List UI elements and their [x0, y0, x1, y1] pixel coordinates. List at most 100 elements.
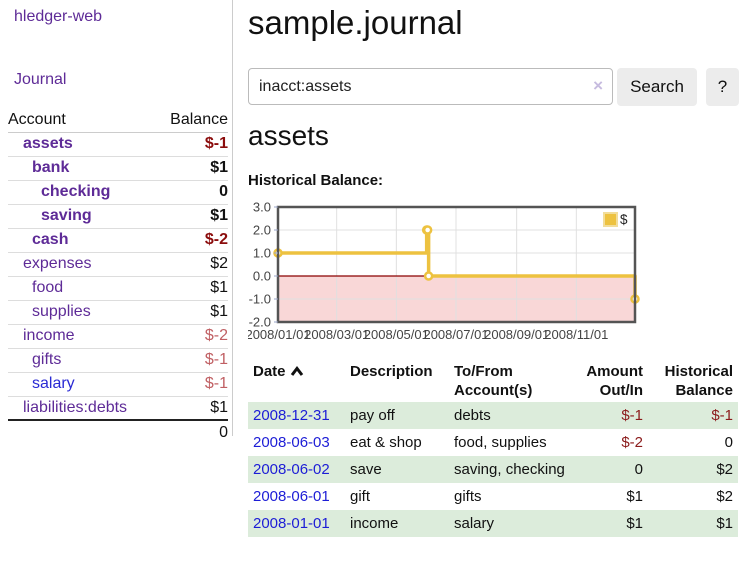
y-tick-label: -2.0	[249, 315, 271, 330]
register-accounts: saving, checking	[454, 461, 565, 478]
register-balance: $2	[716, 488, 733, 505]
register-header-row: Date Description To/From Account(s) Amou…	[248, 360, 738, 402]
register-header-accounts: To/From Account(s)	[454, 363, 533, 399]
register-date-link[interactable]: 2008-12-31	[253, 407, 330, 424]
y-tick-label: 2.0	[253, 223, 271, 238]
register-date-link[interactable]: 2008-01-01	[253, 515, 330, 532]
sidebar-item-saving[interactable]: saving	[41, 207, 92, 224]
sidebar-item-gifts[interactable]: gifts	[32, 351, 62, 368]
x-tick-label: 2008/11/01	[544, 327, 608, 342]
register-description: gift	[350, 488, 371, 505]
register-header-balance: Historical Balance	[664, 363, 733, 399]
account-row: salary $-1	[8, 372, 228, 397]
account-row: supplies $1	[8, 300, 228, 325]
register-amount: $1	[626, 515, 643, 532]
account-row: expenses $2	[8, 252, 228, 277]
sidebar: hledger-web Journal Account Balance asse…	[0, 0, 233, 444]
total-row: 0	[8, 419, 228, 444]
sidebar-item-food[interactable]: food	[32, 279, 64, 296]
sidebar-item-assets[interactable]: assets	[23, 135, 73, 152]
sidebar-item-income[interactable]: income	[23, 327, 75, 344]
accounts-header-account: Account	[8, 108, 157, 133]
register-header-description: Description	[350, 363, 433, 380]
accounts-table: Account Balance assets $-1 bank $1 checking 0…	[8, 108, 228, 444]
register-accounts: salary	[454, 515, 495, 532]
register-accounts: debts	[454, 407, 491, 424]
register-amount: $-1	[621, 407, 643, 424]
register-description: eat & shop	[350, 434, 422, 451]
accounts-header-row: Account Balance	[8, 108, 228, 133]
sidebar-item-bank[interactable]: bank	[32, 159, 70, 176]
account-row: liabilities:debts $1	[8, 396, 228, 421]
table-row: 2008-06-03 eat & shop food, supplies $-2 0	[248, 429, 738, 456]
sidebar-item-cash[interactable]: cash	[32, 231, 69, 248]
data-point	[423, 271, 434, 281]
x-tick-label: 2008/01/01	[248, 327, 311, 342]
sidebar-item-salary[interactable]: salary	[32, 375, 75, 392]
balance-chart: 3.0 2.0 1.0 0.0 -1.0 -2.0 2008/01/01 2008/03/01…	[245, 196, 742, 346]
register-date-link[interactable]: 2008-06-02	[253, 461, 330, 478]
account-row: saving $1	[8, 204, 228, 229]
register-amount: 0	[634, 461, 643, 478]
register-date-link[interactable]: 2008-06-01	[253, 488, 330, 505]
clear-search-icon[interactable]: ×	[593, 76, 603, 95]
account-row: checking 0	[8, 180, 228, 205]
balance-value: $2	[156, 252, 228, 277]
register-balance: 0	[724, 434, 733, 451]
sidebar-item-journal[interactable]: Journal	[14, 71, 67, 88]
table-row: 2008-06-02 save saving, checking 0 $2	[248, 456, 738, 483]
x-tick-label: 2008/03/01	[304, 327, 369, 342]
balance-value: 0	[156, 180, 228, 205]
balance-value: $-2	[156, 228, 228, 253]
register-balance: $-1	[711, 407, 733, 424]
register-header-amount: Amount Out/In	[586, 363, 643, 399]
account-row: gifts $-1	[8, 348, 228, 373]
sidebar-item-liabilities-debts[interactable]: liabilities:debts	[23, 398, 128, 416]
brand-link[interactable]: hledger-web	[14, 8, 103, 25]
register-table: Date Description To/From Account(s) Amou…	[248, 360, 738, 537]
total-balance: 0	[8, 419, 228, 444]
register-accounts: gifts	[454, 488, 482, 505]
account-row: bank $1	[8, 156, 228, 181]
account-row: food $1	[8, 276, 228, 301]
data-point	[422, 225, 433, 235]
balance-value: $1	[156, 204, 228, 229]
search-input[interactable]	[248, 68, 613, 105]
register-description: save	[350, 461, 382, 478]
y-tick-label: 1.0	[253, 246, 271, 261]
register-description: income	[350, 515, 399, 532]
page-title: sample.journal	[248, 4, 463, 41]
balance-chart-svg: 3.0 2.0 1.0 0.0 -1.0 -2.02008/01/012008/03/01…	[245, 200, 640, 342]
register-accounts: food, supplies	[454, 434, 547, 451]
x-tick-label: 2008/07/01	[423, 327, 488, 342]
register-amount: $-2	[621, 434, 643, 451]
legend-swatch	[603, 212, 618, 227]
sidebar-item-supplies[interactable]: supplies	[32, 303, 91, 320]
balance-value: $-1	[156, 132, 228, 157]
accounts-header-balance: Balance	[156, 108, 228, 133]
account-row: cash $-2	[8, 228, 228, 253]
search-field-wrap: ×	[248, 68, 613, 106]
chart-title: Historical Balance:	[248, 172, 384, 189]
x-tick-label: 2008/05/01	[364, 327, 429, 342]
account-row: income $-2	[8, 324, 228, 349]
plot-border	[276, 205, 637, 324]
sidebar-item-expenses[interactable]: expenses	[23, 255, 92, 272]
sort-asc-icon	[290, 366, 303, 376]
balance-value: $-1	[156, 348, 228, 373]
search-button[interactable]: Search	[617, 68, 697, 106]
help-button[interactable]: ?	[706, 68, 739, 106]
sidebar-item-checking[interactable]: checking	[41, 183, 111, 200]
register-balance: $2	[716, 461, 733, 478]
legend-label: $	[620, 212, 628, 227]
balance-value: $1	[156, 156, 228, 181]
table-row: 2008-06-01 gift gifts $1 $2	[248, 483, 738, 510]
register-description: pay off	[350, 407, 395, 424]
account-title: assets	[248, 120, 329, 151]
account-row: assets $-1	[8, 132, 228, 157]
register-date-link[interactable]: 2008-06-03	[253, 434, 330, 451]
register-header-date-label: Date	[253, 363, 286, 380]
y-tick-label: -1.0	[249, 292, 271, 307]
register-header-date[interactable]: Date	[248, 360, 345, 402]
balance-value: $1	[156, 276, 228, 301]
